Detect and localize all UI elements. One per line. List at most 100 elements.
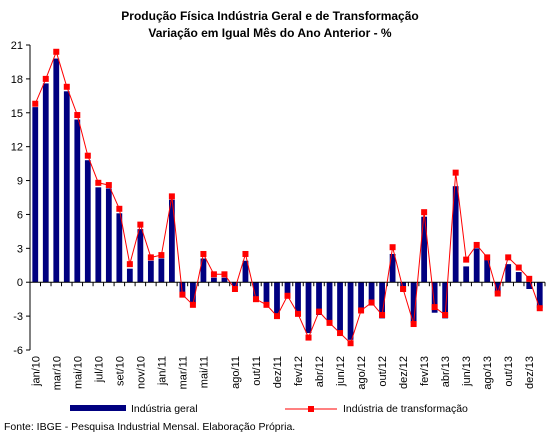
bar — [32, 107, 39, 283]
line-point — [421, 209, 428, 216]
line-point — [536, 305, 543, 312]
x-tick-label: out/13 — [503, 356, 515, 387]
line-point — [158, 252, 165, 259]
bar — [126, 268, 133, 283]
legend-label-industria-transformacao: Indústria de transformação — [343, 403, 468, 415]
legend: Indústria geral Indústria de transformaç… — [70, 403, 468, 415]
line-point — [252, 296, 259, 303]
x-tick-label: abr/13 — [440, 356, 452, 387]
line-point — [358, 307, 365, 314]
bar — [211, 277, 217, 283]
x-tick-label: jan/10 — [30, 356, 42, 387]
bar — [368, 282, 375, 303]
bar — [484, 259, 491, 283]
legend-swatch-marker-industria-transformacao — [308, 406, 314, 412]
bar — [263, 282, 270, 306]
bar — [200, 258, 207, 283]
x-tick-label: jan/11 — [156, 356, 168, 386]
bar — [305, 282, 312, 334]
x-tick-label: mar/10 — [51, 356, 63, 390]
y-tick-label: 6 — [17, 209, 23, 221]
bar — [158, 258, 165, 283]
bar — [337, 282, 343, 331]
x-tick-label: fev/13 — [419, 356, 431, 386]
bar — [536, 282, 543, 309]
legend-swatch-industria-geral — [70, 405, 126, 411]
x-tick-label: jun/12 — [335, 356, 347, 387]
bar — [316, 282, 322, 315]
line-point — [74, 112, 81, 119]
y-tick-label: -6 — [13, 345, 23, 357]
y-tick-label: 15 — [11, 108, 23, 120]
bar — [431, 282, 438, 313]
line-point — [515, 264, 522, 271]
bar — [358, 282, 364, 312]
bar — [505, 264, 512, 283]
line-point — [442, 311, 449, 318]
y-tick-label: 21 — [11, 40, 23, 52]
source-note: Fonte: IBGE - Pesquisa Industrial Mensal… — [4, 421, 295, 433]
bar — [232, 282, 238, 287]
bar — [42, 83, 49, 283]
line-point — [337, 330, 344, 337]
line-point — [494, 290, 501, 297]
bar — [389, 253, 396, 283]
line-point — [189, 301, 196, 308]
line-point — [95, 179, 102, 186]
bar — [494, 282, 501, 294]
line-point — [473, 241, 480, 248]
bar — [452, 186, 459, 283]
line-point — [63, 83, 70, 90]
x-tick-label: ago/12 — [356, 356, 368, 390]
bar — [473, 248, 480, 283]
x-tick-label: dez/13 — [524, 356, 536, 389]
bar — [53, 58, 60, 283]
line-point — [379, 311, 386, 318]
x-tick-label: out/11 — [251, 356, 263, 386]
line-point — [200, 250, 207, 257]
line-point — [389, 244, 396, 251]
line-point — [84, 152, 91, 159]
legend-label-industria-geral: Indústria geral — [131, 403, 198, 415]
line-point — [53, 48, 60, 55]
line-point — [484, 254, 491, 261]
bar — [95, 187, 102, 283]
bar — [442, 282, 449, 319]
bar — [84, 160, 91, 283]
line-point — [105, 182, 112, 189]
line-point — [347, 340, 354, 347]
x-tick-label: fev/12 — [293, 356, 305, 386]
bar — [274, 282, 280, 315]
line-point — [305, 334, 312, 341]
y-tick-label: 0 — [17, 277, 23, 289]
x-tick-label: mai/10 — [72, 356, 84, 389]
bar — [326, 282, 333, 323]
bar — [347, 282, 354, 340]
x-tick-label: dez/12 — [398, 356, 410, 389]
bar — [421, 216, 428, 283]
line-point — [116, 205, 123, 212]
bar — [379, 282, 385, 319]
y-tick-label: 18 — [11, 74, 23, 86]
x-tick-label: jun/13 — [461, 356, 473, 387]
line-point — [137, 221, 144, 228]
line-point — [126, 261, 133, 268]
line-point — [316, 308, 323, 315]
line-point — [179, 291, 186, 298]
line-point — [505, 254, 512, 261]
bar — [147, 260, 154, 283]
x-tick-label: ago/11 — [230, 356, 242, 389]
bar — [137, 229, 144, 283]
y-tick-label: 12 — [11, 142, 23, 154]
bar — [463, 266, 470, 283]
x-tick-label: dez/11 — [272, 356, 284, 388]
line-point — [231, 286, 238, 292]
line-point — [242, 250, 249, 257]
line-point — [221, 271, 228, 278]
x-tick-label: set/10 — [114, 356, 126, 386]
line-point — [32, 100, 39, 107]
x-tick-label: nov/10 — [135, 356, 147, 389]
bar — [284, 282, 291, 299]
x-tick-label: jul/10 — [93, 356, 105, 383]
x-tick-label: abr/12 — [314, 356, 326, 387]
